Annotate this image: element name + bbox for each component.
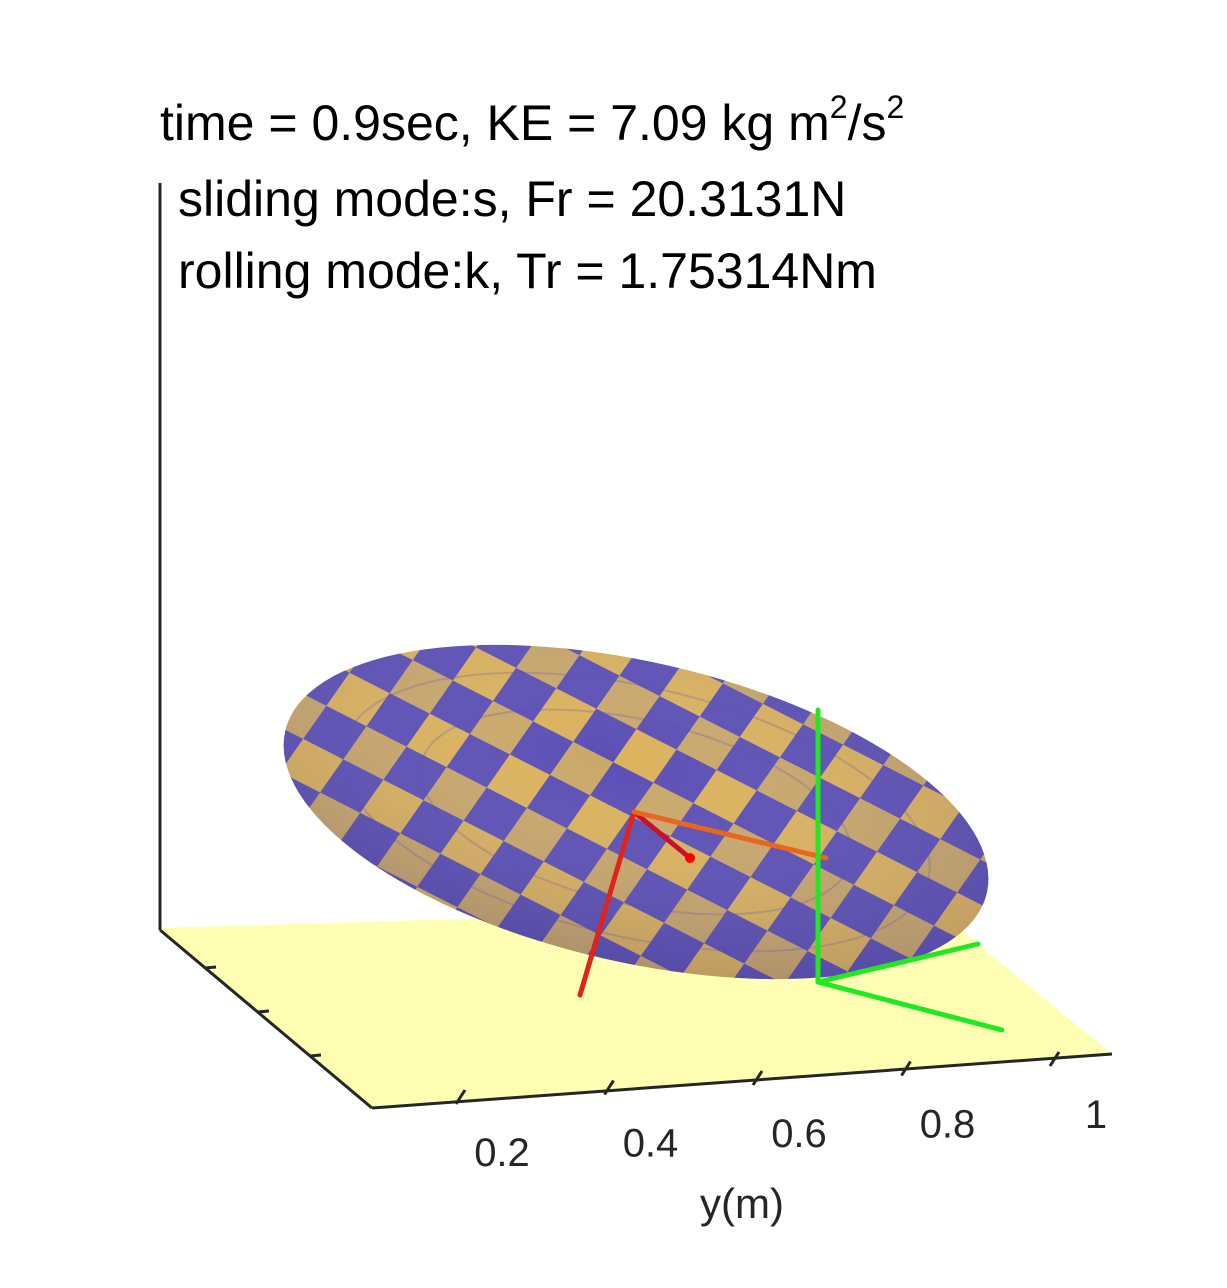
contact-frame-x-axis bbox=[815, 979, 1005, 1033]
y-tick-4 bbox=[1048, 1051, 1061, 1067]
y-axis-ticks bbox=[454, 1051, 1061, 1105]
title-superscript-2: 2 bbox=[886, 89, 905, 125]
y-tick-label-1: 0.4 bbox=[623, 1122, 679, 1166]
contact-frame-y-axis bbox=[815, 941, 981, 985]
x-axis-ticks bbox=[204, 965, 322, 1058]
y-tick-label-3: 0.8 bbox=[920, 1103, 976, 1147]
plot-title-line-3: rolling mode:k, Tr = 1.75314Nm bbox=[178, 243, 877, 299]
body-frame-origin bbox=[685, 853, 695, 863]
body-frame-y-axis bbox=[631, 809, 829, 861]
body-frame-x-axis bbox=[631, 809, 693, 861]
y-axis-line bbox=[371, 1052, 1113, 1110]
y-tick-0 bbox=[454, 1089, 467, 1105]
plot-title-line-2: sliding mode:s, Fr = 20.3131N bbox=[178, 171, 847, 227]
body-frame-z-axis bbox=[577, 809, 637, 998]
y-tick-3 bbox=[900, 1060, 912, 1077]
plot-title-line-1: time = 0.9sec, KE = 7.09 kg m2/s2 bbox=[160, 89, 905, 151]
y-tick-2 bbox=[751, 1070, 764, 1086]
y-tick-label-2: 0.6 bbox=[771, 1112, 827, 1156]
y-tick-label-4: 1 bbox=[1085, 1093, 1107, 1137]
y-tick-label-0: 0.2 bbox=[474, 1131, 530, 1175]
y-axis-tick-labels: 0.2 0.4 0.6 0.8 1 bbox=[474, 1093, 1107, 1175]
contact-frame bbox=[815, 707, 1005, 1033]
x-axis-line bbox=[159, 928, 373, 1110]
y-axis-label: y(m) bbox=[700, 1180, 784, 1227]
body-frame bbox=[577, 809, 829, 998]
title-superscript-1: 2 bbox=[829, 89, 848, 125]
y-tick-1 bbox=[603, 1079, 615, 1096]
